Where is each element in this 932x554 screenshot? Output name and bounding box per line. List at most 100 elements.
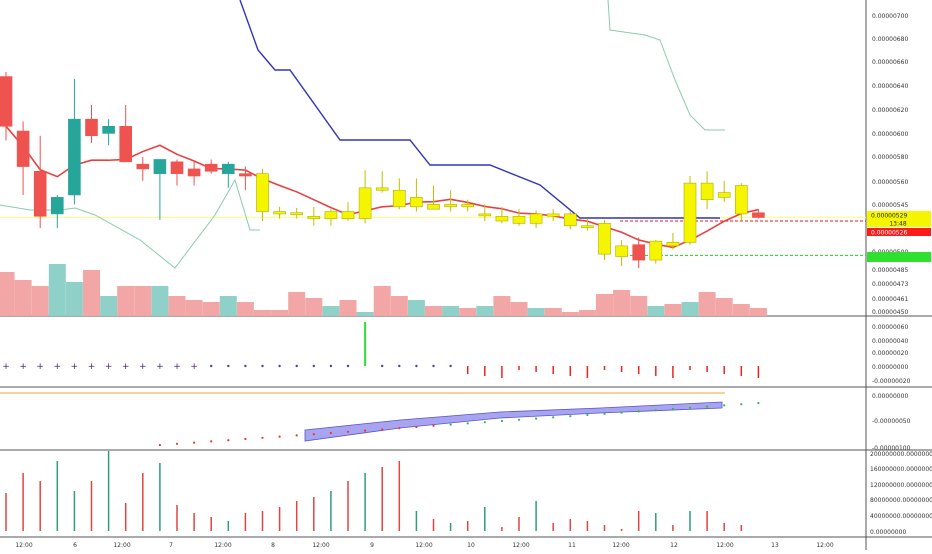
- volume-bar: [425, 306, 442, 316]
- price-tick-label: 0.00000580: [872, 154, 908, 161]
- ind2-dot: [466, 422, 469, 425]
- volume-bars: [0, 264, 767, 316]
- ind1-marker: +: [122, 362, 130, 372]
- volume-bar: [202, 302, 220, 316]
- candle-body: [512, 215, 526, 224]
- ind1-dot: [278, 364, 281, 368]
- ind2-dot: [449, 423, 452, 426]
- ind2-dot: [654, 409, 657, 412]
- ind2-dot: [312, 433, 315, 436]
- volume-bar: [442, 306, 460, 316]
- volume-bar: [544, 308, 562, 316]
- time-tick-label: 6: [73, 542, 77, 549]
- ind1-marker: +: [139, 362, 147, 372]
- candle-body: [427, 204, 440, 210]
- candle-body: [273, 211, 286, 215]
- price-tick-label: 0.00000545: [872, 202, 908, 209]
- candle-body: [324, 211, 338, 219]
- volume-bar: [48, 264, 66, 316]
- ind2-dot: [329, 431, 332, 435]
- price-tick-label: 0.00000680: [872, 36, 908, 43]
- volume-bar: [236, 302, 254, 316]
- ind1-dot: [227, 364, 230, 368]
- volume-bar: [373, 286, 391, 316]
- volume-bar: [749, 308, 767, 316]
- volume-bar: [305, 298, 323, 316]
- ind2-dot: [415, 425, 418, 429]
- volume-bar: [459, 308, 477, 316]
- volume-bar: [630, 296, 648, 316]
- ind1-marker: +: [190, 362, 198, 372]
- volume-bar: [561, 312, 579, 316]
- volume-bar: [151, 286, 169, 316]
- ind2-tick-label: -0.00000100: [872, 445, 911, 452]
- time-tick-label: 12:00: [113, 542, 130, 549]
- time-tick-label: 12:00: [512, 542, 529, 549]
- bid-label: 0.00000526: [871, 230, 907, 237]
- ind2-dot: [757, 401, 760, 405]
- ind3-tick-label: 40000000.00000000: [870, 513, 932, 520]
- ind2-dot: [346, 430, 350, 433]
- ind1-dot: [346, 364, 350, 368]
- candle-body: [717, 192, 731, 198]
- ind1-tick-label: -0.00000020: [872, 378, 911, 385]
- ind2-dot: [193, 441, 196, 444]
- ind1-marker: +: [88, 362, 96, 372]
- ma-green-line: [0, 178, 260, 269]
- candle-body: [187, 168, 201, 177]
- time-tick-label: 12:00: [312, 542, 329, 549]
- ma-green-line-2: [607, 0, 725, 131]
- volume-bar: [390, 296, 408, 316]
- ind2-dot: [398, 427, 401, 430]
- candle-body: [119, 125, 132, 163]
- volume-bar: [65, 282, 83, 316]
- ind2-dot: [364, 429, 367, 432]
- ind1-marker: +: [36, 362, 44, 372]
- price-axes: 0.00000700 0.00000680 0.00000660 0.00000640…: [870, 13, 932, 536]
- ind3-tick-label: 0.00000000: [870, 529, 906, 536]
- ind1-marker: +: [54, 362, 62, 372]
- volume-bar: [698, 292, 716, 316]
- ind1-marker: +: [105, 362, 113, 372]
- candle-body: [358, 187, 372, 219]
- volume-bar: [14, 280, 32, 316]
- candle-body: [153, 159, 167, 174]
- candlesticks[interactable]: [0, 71, 765, 269]
- volume-bar: [185, 300, 203, 316]
- volume-bar: [493, 296, 511, 316]
- time-axis: 12:00 6 12:00 7 12:00 8 12:00 9 12:00 10 12:00 11 12…: [15, 542, 833, 549]
- candle-body: [700, 182, 714, 201]
- candle-body: [136, 163, 150, 170]
- price-tick-label: 0.00000660: [872, 59, 908, 66]
- candle-body: [632, 244, 646, 261]
- candle-body: [33, 170, 47, 217]
- price-tick-label: 0.00000461: [872, 296, 908, 303]
- ind1-marker: +: [2, 362, 10, 372]
- volume-bar: [681, 302, 699, 316]
- ind1-dot: [210, 364, 213, 368]
- candle-body: [666, 242, 680, 247]
- candle-body: [444, 204, 457, 208]
- ind1-dot: [261, 364, 264, 368]
- time-tick-label: 12:00: [716, 542, 733, 549]
- volume-bar: [219, 296, 237, 316]
- price-tick-label: 0.00000600: [872, 131, 908, 138]
- ind2-dot: [175, 442, 179, 445]
- time-tick-label: 10: [467, 542, 475, 549]
- volume-bar: [613, 290, 631, 316]
- bid-tag: [867, 228, 931, 236]
- ind1-dot: [398, 364, 401, 368]
- ind2-dot: [671, 407, 675, 411]
- ind3-tick-label: 160000000.00000000: [870, 466, 932, 473]
- ind2-dot: [586, 413, 589, 417]
- volume-bar: [0, 272, 15, 316]
- ind2-dot: [620, 411, 623, 414]
- ind2-dot: [500, 419, 503, 423]
- volume-bar: [578, 310, 596, 316]
- ind3-tick-label: 80000000.00000000: [870, 497, 932, 504]
- volume-bar: [715, 298, 733, 316]
- green-tag: [867, 252, 931, 262]
- ind2-dot: [569, 415, 572, 418]
- candle-body: [495, 215, 509, 222]
